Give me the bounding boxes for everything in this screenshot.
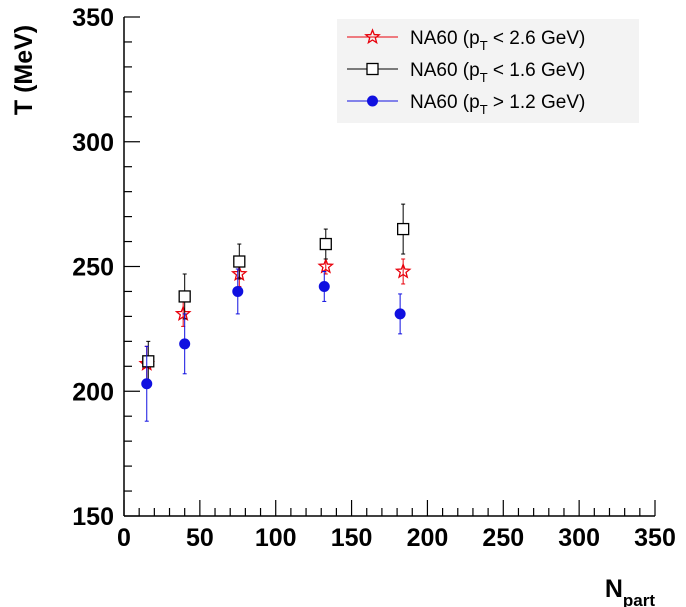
- series-3: [141, 268, 406, 422]
- y-tick-label: 300: [72, 129, 114, 157]
- data-point: [394, 308, 406, 320]
- legend-label: NA60 (pT < 1.6 GeV): [410, 60, 585, 85]
- x-tick-label: 350: [634, 524, 676, 552]
- legend-label-sub: T: [480, 38, 488, 53]
- legend-label-text: NA60 (p: [410, 28, 480, 49]
- data-point: [317, 257, 335, 274]
- data-point: [397, 222, 410, 236]
- x-tick-label: 200: [407, 524, 449, 552]
- legend-label-text: < 1.6 GeV): [488, 60, 586, 81]
- x-tick-label: 250: [482, 524, 524, 552]
- legend-marker: [366, 62, 379, 76]
- data-point: [142, 355, 155, 368]
- legend-label-text: < 2.6 GeV): [488, 28, 586, 49]
- axes: 0 50 100 150 200 250 300 350 150 200 250 300 350: [72, 4, 676, 552]
- x-axis-title-main: N: [605, 575, 623, 603]
- x-tick-label: 300: [558, 524, 600, 552]
- legend: NA60 (pT < 2.6 GeV)NA60 (pT < 1.6 GeV)NA…: [337, 19, 639, 123]
- y-tick-label: 200: [72, 378, 114, 406]
- x-tick-label: 150: [331, 524, 373, 552]
- y-tick-label: 250: [72, 254, 114, 282]
- legend-label-text: NA60 (p: [410, 92, 480, 113]
- x-axis-title-sub: part: [623, 591, 655, 607]
- y-tick-label: 350: [72, 4, 114, 32]
- legend-label-text: NA60 (p: [410, 60, 480, 81]
- data-point: [179, 338, 191, 350]
- series-2: [142, 203, 410, 382]
- data-point: [174, 305, 192, 322]
- data-point: [394, 262, 412, 279]
- data-point: [318, 280, 330, 292]
- x-tick-label: 0: [117, 524, 131, 552]
- legend-marker: [364, 28, 381, 45]
- data-point: [319, 237, 332, 251]
- data-point: [233, 255, 246, 268]
- legend-label: NA60 (pT < 2.6 GeV): [410, 28, 585, 53]
- legend-label-sub: T: [480, 70, 488, 85]
- x-tick-label: 50: [186, 524, 214, 552]
- x-tick-label: 100: [255, 524, 297, 552]
- legend-box: [337, 19, 639, 123]
- y-tick-label: 150: [72, 503, 114, 531]
- y-axis-title: T (MeV): [10, 25, 38, 115]
- data-point: [232, 285, 244, 297]
- legend-label: NA60 (pT > 1.2 GeV): [410, 92, 585, 117]
- legend-label-sub: T: [480, 102, 488, 117]
- series-layer: [138, 203, 412, 422]
- legend-marker: [367, 95, 378, 107]
- x-axis-title: Npart: [605, 575, 656, 607]
- data-point: [141, 378, 153, 390]
- data-point: [178, 290, 191, 303]
- legend-label-text: > 1.2 GeV): [488, 92, 586, 113]
